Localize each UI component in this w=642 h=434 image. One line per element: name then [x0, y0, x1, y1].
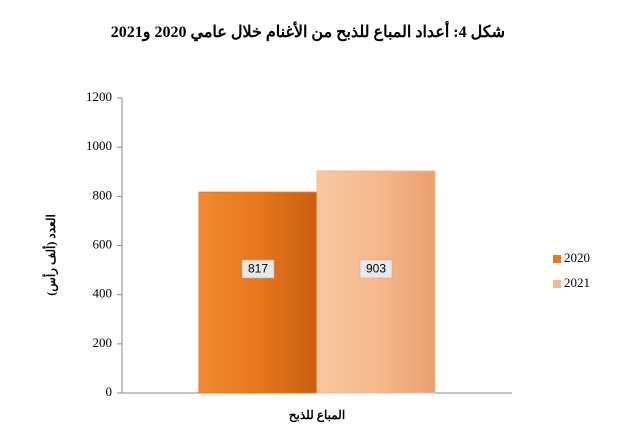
y-tick-label: 200	[93, 335, 113, 350]
legend-label: 2021	[564, 275, 590, 290]
data-label-box	[241, 259, 275, 279]
data-label: 903	[366, 262, 386, 276]
legend-label: 2020	[564, 250, 590, 265]
legend-swatch	[553, 255, 561, 263]
y-tick-label: 600	[93, 236, 113, 251]
x-tick-label: المباع للذبح	[289, 408, 345, 423]
y-axis-label: العدد (ألف رأس)	[43, 214, 59, 296]
bar	[316, 170, 436, 394]
y-tick-label: 400	[93, 286, 113, 301]
y-tick-label: 0	[106, 384, 113, 399]
chart-title: شكل 4: أعداد المباع للذبح من الأغنام خلا…	[110, 24, 505, 41]
bar	[198, 191, 318, 394]
legend-swatch	[553, 280, 561, 288]
y-tick-label: 1000	[86, 138, 112, 153]
data-label-box	[359, 259, 393, 279]
y-tick-label: 1200	[86, 89, 112, 104]
data-label: 817	[248, 262, 268, 276]
y-tick-label: 800	[93, 187, 113, 202]
